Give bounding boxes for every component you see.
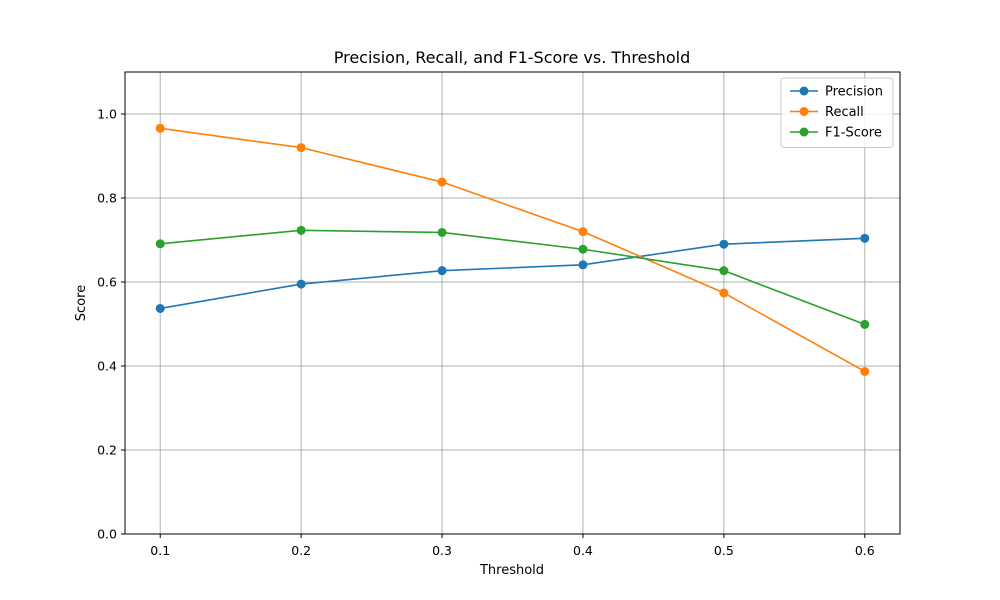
y-tick-label: 1.0 (97, 107, 117, 122)
data-point-precision (578, 260, 588, 270)
x-tick-label: 0.1 (150, 543, 170, 558)
data-point-precision (719, 239, 729, 249)
data-point-precision (437, 266, 447, 276)
legend-marker (799, 127, 809, 137)
data-point-recall (860, 366, 870, 376)
legend-entry: F1-Score (790, 126, 882, 141)
data-point-precision (860, 233, 870, 243)
y-tick-label: 0.6 (97, 275, 117, 290)
y-axis-ticks: 0.0 0.2 0.4 0.6 0.8 1.0 (97, 107, 125, 542)
series-precision (155, 233, 870, 313)
x-tick-label: 0.2 (291, 543, 311, 558)
x-tick-label: 0.6 (855, 543, 875, 558)
legend-marker (799, 107, 809, 116)
legend-marker (799, 86, 809, 96)
data-point-f1-score (437, 227, 447, 237)
data-point-f1-score (860, 319, 870, 329)
series-line-recall (160, 127, 866, 373)
legend-entry: Recall (790, 105, 864, 120)
x-tick-label: 0.3 (432, 543, 452, 558)
x-axis-ticks: 0.1 0.2 0.3 0.4 0.5 0.6 (150, 534, 875, 558)
data-point-recall (719, 288, 729, 298)
series-line-f1-score (160, 229, 866, 326)
data-point-f1-score (578, 244, 588, 254)
data-point-f1-score (296, 225, 306, 235)
legend: Precision Recall F1-Score (780, 77, 894, 148)
legend-box (780, 77, 894, 148)
y-tick-label: 0.8 (97, 191, 117, 206)
x-tick-label: 0.5 (714, 543, 734, 558)
legend-label: Precision (825, 85, 883, 100)
x-axis-label: Threshold (479, 563, 544, 578)
series-recall (155, 123, 870, 376)
data-point-precision (296, 279, 306, 289)
x-tick-label: 0.4 (573, 543, 593, 558)
y-tick-label: 0.4 (97, 359, 117, 374)
y-axis-label: Score (74, 285, 89, 321)
y-tick-label: 0.0 (97, 527, 117, 542)
legend-label: F1-Score (825, 126, 882, 141)
legend-entry: Precision (790, 85, 883, 100)
data-point-f1-score (155, 239, 165, 249)
y-tick-label: 0.2 (97, 443, 117, 458)
chart-title: Precision, Recall, and F1-Score vs. Thre… (334, 48, 691, 67)
data-point-recall (437, 177, 447, 187)
data-point-recall (578, 227, 588, 237)
data-point-recall (296, 143, 306, 153)
series-layer (155, 123, 870, 376)
series-line-precision (160, 237, 865, 310)
data-point-recall (155, 123, 165, 133)
data-point-precision (155, 303, 165, 313)
data-point-f1-score (719, 266, 729, 276)
legend-label: Recall (825, 105, 864, 120)
plot-frame (124, 71, 901, 535)
series-f1-score (155, 225, 870, 329)
